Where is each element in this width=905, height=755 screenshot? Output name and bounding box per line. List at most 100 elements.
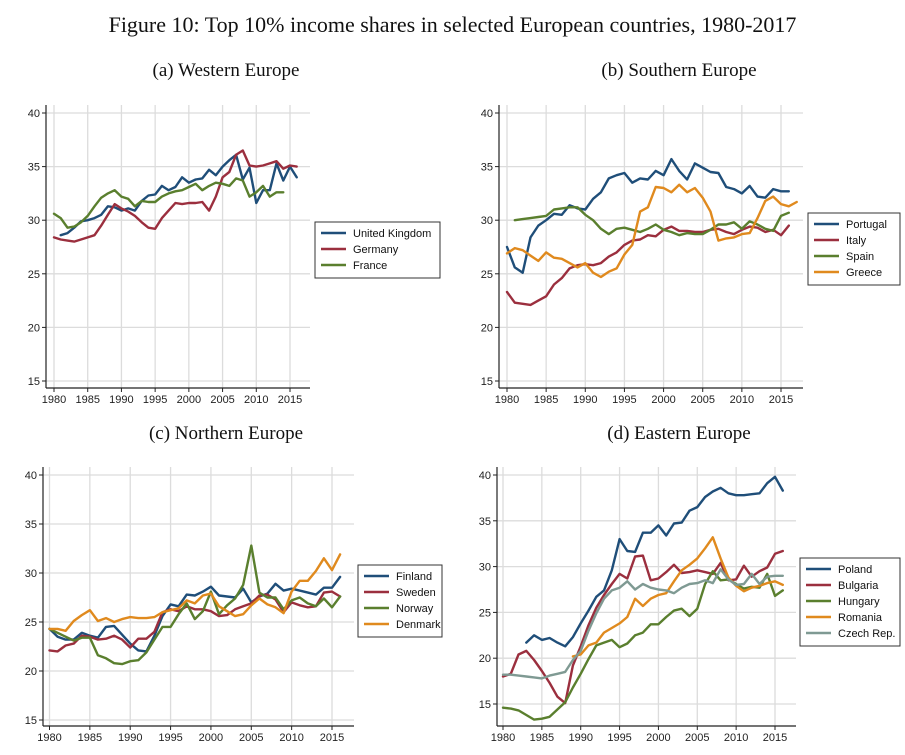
legend-item-norway: Norway [364, 603, 434, 615]
legend-label: Norway [396, 603, 434, 615]
legend-label: Spain [846, 251, 874, 263]
x-tick-label: 1990 [118, 732, 142, 744]
legend-item-finland: Finland [364, 571, 432, 583]
x-tick-label: 2010 [730, 394, 754, 406]
x-tick-label: 1995 [158, 732, 182, 744]
legend: Finland Sweden Norway Denmark [357, 564, 443, 638]
panel-title-southern: (b) Southern Europe [601, 60, 757, 81]
series-line-finland [48, 575, 342, 653]
x-tick-label: 2000 [177, 394, 201, 406]
x-tick-label: 2005 [210, 394, 234, 406]
legend-item-bulgaria: Bulgaria [806, 580, 879, 592]
y-tick-label: 15 [481, 376, 493, 388]
y-tick-label: 15 [479, 699, 491, 711]
series-line-france [52, 177, 285, 229]
panel-eastern-europe: 15 20 25 30 35 40 1980 1985 1990 1995 2000 2005 2010… [479, 467, 901, 744]
panel-southern-europe: 15 20 25 30 35 40 1980 1985 1990 1995 2000 2005 2010… [481, 105, 901, 406]
y-tick-label: 40 [25, 470, 37, 482]
legend-label: Italy [846, 235, 867, 247]
x-tick-label: 2005 [239, 732, 263, 744]
legend-label: Czech Rep. [838, 628, 895, 640]
legend-label: Sweden [396, 587, 436, 599]
legend-label: Denmark [396, 619, 441, 631]
series-line-germany [52, 149, 298, 243]
x-tick-label: 1980 [495, 394, 519, 406]
x-tick-label: 2000 [646, 732, 670, 744]
series-line-united-kingdom [59, 153, 298, 237]
legend-item-spain: Spain [814, 251, 874, 263]
x-tick-label: 1985 [78, 732, 102, 744]
y-tick-label: 35 [28, 162, 40, 174]
x-tick-label: 2000 [199, 732, 223, 744]
y-tick-label: 15 [25, 715, 37, 727]
y-tick-label: 25 [479, 607, 491, 619]
panel-western-europe: 15 20 25 30 35 40 1980 1985 1990 1995 2000 2005 2010… [28, 105, 441, 406]
y-tick-label: 40 [479, 470, 491, 482]
legend-label: United Kingdom [353, 228, 431, 240]
y-tick-label: 30 [479, 562, 491, 574]
legend-label: France [353, 260, 387, 272]
y-tick-label: 20 [28, 322, 40, 334]
series-line-italy [505, 224, 790, 307]
series-line-spain [513, 206, 790, 237]
legend-item-germany: Germany [321, 244, 399, 256]
legend-item-portugal: Portugal [814, 219, 887, 231]
y-tick-label: 40 [481, 108, 493, 120]
x-tick-label: 2010 [279, 732, 303, 744]
x-tick-label: 2005 [685, 732, 709, 744]
legend-item-sweden: Sweden [364, 587, 436, 599]
panel-northern-europe: 15 20 25 30 35 40 1980 1985 1990 1995 2000 2005 2010… [25, 467, 443, 744]
x-tick-label: 2015 [763, 732, 787, 744]
legend-label: Germany [353, 244, 399, 256]
y-tick-label: 25 [28, 269, 40, 281]
legend-item-greece: Greece [814, 267, 882, 279]
x-tick-label: 1980 [42, 394, 66, 406]
legend-item-romania: Romania [806, 612, 883, 624]
y-tick-label: 20 [25, 666, 37, 678]
y-tick-label: 25 [481, 269, 493, 281]
figure-title: Figure 10: Top 10% income shares in sele… [108, 12, 797, 37]
x-tick-label: 2015 [320, 732, 344, 744]
panel-title-western: (a) Western Europe [152, 60, 300, 81]
series-line-bulgaria [501, 549, 784, 705]
legend: Portugal Italy Spain Greece [807, 212, 901, 286]
y-tick-label: 35 [479, 516, 491, 528]
legend-item-italy: Italy [814, 235, 867, 247]
legend-label: Greece [846, 267, 882, 279]
y-tick-label: 30 [481, 215, 493, 227]
series-line-portugal [505, 157, 790, 274]
y-tick-label: 20 [479, 653, 491, 665]
series-line-greece [505, 183, 798, 279]
legend-label: Finland [396, 571, 432, 583]
x-tick-label: 2010 [244, 394, 268, 406]
series-line-poland [525, 475, 784, 648]
x-tick-label: 1990 [568, 732, 592, 744]
legend: Poland Bulgaria Hungary Romania Czech Rep. [799, 557, 901, 647]
x-tick-label: 1985 [534, 394, 558, 406]
x-tick-label: 1980 [491, 732, 515, 744]
x-tick-label: 1985 [530, 732, 554, 744]
x-tick-label: 1995 [612, 394, 636, 406]
legend-label: Bulgaria [838, 580, 879, 592]
series-line-romania [571, 536, 784, 658]
y-tick-label: 40 [28, 108, 40, 120]
legend-label: Poland [838, 564, 872, 576]
legend-label: Hungary [838, 596, 880, 608]
series-line-norway [48, 544, 342, 666]
legend-item-france: France [321, 260, 387, 272]
legend-item-hungary: Hungary [806, 596, 880, 608]
legend-item-czech-rep: Czech Rep. [806, 628, 895, 640]
panel-title-eastern: (d) Eastern Europe [607, 423, 751, 444]
legend-item-poland: Poland [806, 564, 872, 576]
x-tick-label: 2015 [769, 394, 793, 406]
y-tick-label: 25 [25, 617, 37, 629]
series-line-sweden [48, 590, 342, 653]
x-tick-label: 2005 [690, 394, 714, 406]
x-tick-label: 1995 [607, 732, 631, 744]
series-line-czech-rep [501, 568, 784, 680]
x-tick-label: 1985 [75, 394, 99, 406]
y-tick-label: 30 [25, 568, 37, 580]
x-tick-label: 1990 [573, 394, 597, 406]
series-line-denmark [48, 553, 342, 632]
